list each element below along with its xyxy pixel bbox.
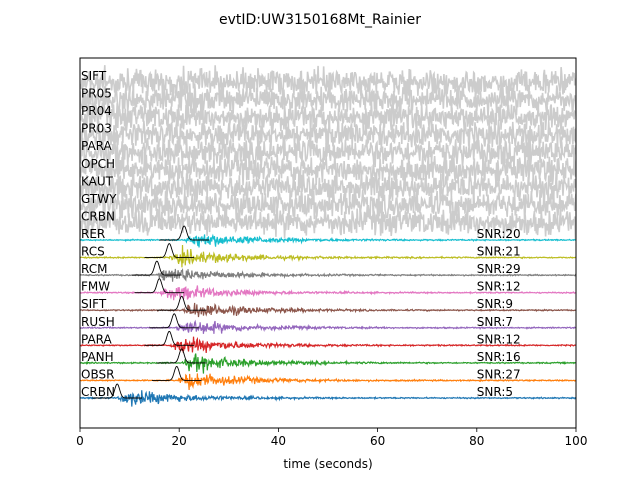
station-label-fmw: FMW [81,280,110,294]
noise-station-label-pr03: PR03 [81,122,112,136]
snr-label-obsr: SNR:27 [477,367,521,381]
station-label-sift: SIFT [81,297,107,311]
noise-station-label-crbn: CRBN [81,209,115,223]
plot-frame [79,57,577,429]
snr-label-rcs: SNR:21 [477,245,521,259]
noise-station-label-sift: SIFT [81,69,107,83]
station-label-rcm: RCM [81,262,107,276]
noise-station-label-kaut: KAUT [81,174,114,188]
chart-title: evtID:UW3150168Mt_Rainier [219,12,421,28]
noise-trace-kaut [80,170,576,205]
snr-label-fmw: SNR:12 [477,280,521,294]
noise-station-label-para: PARA [81,139,113,153]
x-tick-label: 60 [370,434,385,448]
pick-marker-fmw [134,278,185,294]
snr-label-rer: SNR:20 [477,227,521,241]
signal-trace-rcm [80,267,576,282]
pick-marker-rcs [144,243,195,259]
noise-trace-opch [80,152,576,188]
noise-station-label-opch: OPCH [81,157,115,171]
x-tick-label: 80 [469,434,484,448]
x-tick-label: 0 [76,434,84,448]
station-label-panh: PANH [81,350,114,364]
station-label-rer: RER [81,227,105,241]
pick-marker-rush [149,313,200,329]
x-tick-label: 20 [172,434,187,448]
signal-trace-para [80,336,576,354]
x-tick-label: 40 [271,434,286,448]
pick-marker-rcm [132,260,182,276]
noise-trace-sift [80,65,576,99]
pick-marker-panh [156,348,207,364]
snr-label-para: SNR:12 [477,332,521,346]
noise-trace-pr04 [80,99,576,136]
signal-trace-fmw [80,285,576,301]
snr-label-sift: SNR:9 [477,297,513,311]
pick-marker-sift [156,295,207,311]
noise-station-label-pr04: PR04 [81,104,112,118]
x-axis-label: time (seconds) [283,457,372,471]
snr-label-rcm: SNR:29 [477,262,521,276]
snr-label-rush: SNR:7 [477,315,513,329]
noise-station-label-pr05: PR05 [81,87,112,101]
snr-label-panh: SNR:16 [477,350,521,364]
noise-trace-gtwy [80,188,576,223]
noise-trace-crbn [80,206,576,241]
noise-trace-para [80,135,576,172]
station-labels: SIFT PR05 PR04 PR03 PARA OPCH KAUT GTWY CRBN RER R… [81,69,117,399]
station-label-para: PARA [81,332,113,346]
noise-traces [80,65,576,241]
pick-marker-rer [159,225,209,241]
x-tick-label: 100 [565,434,588,448]
station-label-obsr: OBSR [81,367,114,381]
snr-labels: SNR:20 SNR:21 SNR:29 SNR:12 SNR:9 SNR:7 SNR:12… [477,227,521,399]
x-axis: 0 20 40 60 80 100 [76,428,587,448]
pick-marker-obsr [151,365,202,381]
noise-station-label-gtwy: GTWY [81,192,117,206]
signal-trace-crbn [80,390,576,407]
noise-trace-pr05 [80,82,576,119]
station-label-rcs: RCS [81,245,105,259]
snr-label-crbn: SNR:5 [477,385,513,399]
pick-marker-para [144,330,195,346]
station-label-rush: RUSH [81,315,115,329]
pick-marker-crbn [92,383,142,399]
station-label-crbn: CRBN [81,385,115,399]
pick-markers [92,225,209,399]
